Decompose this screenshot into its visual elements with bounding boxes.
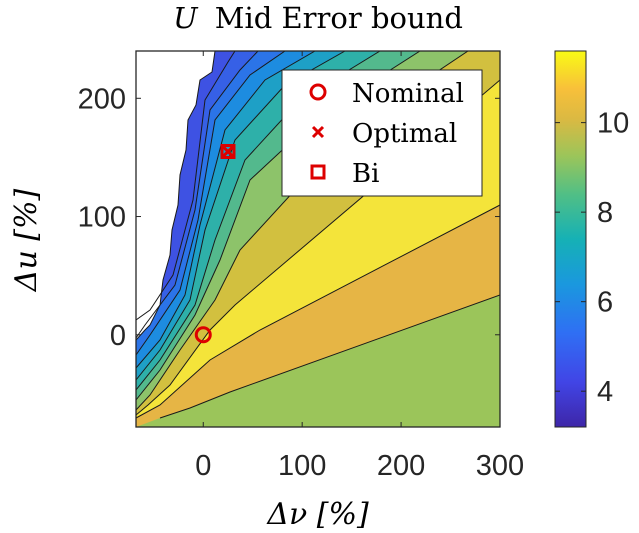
x-axis-ticks: 0 100 200 300 <box>195 51 524 482</box>
colorbar-tick-label: 10 <box>597 108 629 140</box>
contour-line-1 <box>159 294 500 419</box>
y-tick-label: 100 <box>78 202 126 234</box>
data-markers <box>194 144 236 344</box>
x-tick-label: 100 <box>278 450 326 482</box>
legend-bi-marker <box>310 164 326 180</box>
colorbar-tick-label: 8 <box>597 197 613 229</box>
x-tick-label: 300 <box>476 450 524 482</box>
y-tick-label: 0 <box>110 320 126 352</box>
contour-line-9 <box>136 51 286 356</box>
y-axis-ticks: 0 100 200 <box>78 83 500 352</box>
colorbar: 4 6 8 10 <box>554 50 629 428</box>
colorbar-tick-label: 6 <box>597 287 613 319</box>
legend-bi-label: Bi <box>352 159 379 189</box>
title-symbol: U <box>173 1 199 35</box>
colorbar-tick-label: 4 <box>597 376 613 408</box>
y-tick-label: 200 <box>78 83 126 115</box>
legend-optimal-label: Optimal <box>352 119 457 149</box>
colorbar-gradient <box>555 51 586 427</box>
contour-line-2 <box>136 204 500 419</box>
contour-line-8 <box>136 51 316 369</box>
x-tick-label: 200 <box>377 450 425 482</box>
title-text: Mid Error bound <box>215 1 463 35</box>
missing-data-region <box>136 51 215 340</box>
x-axis-label: Δν [%] <box>266 497 369 532</box>
contour-line-3 <box>136 79 500 416</box>
contour-line-11 <box>136 51 236 321</box>
y-axis-label: Δu [%] <box>9 188 44 292</box>
legend-items: Nominal Optimal Bi <box>309 79 464 189</box>
contour-line-10 <box>136 51 259 339</box>
contour-line-12 <box>136 51 216 341</box>
legend-nominal-label: Nominal <box>352 79 464 109</box>
legend-nominal-marker <box>309 83 327 101</box>
legend-optimal-marker <box>311 125 325 139</box>
legend: Nominal Optimal Bi <box>281 69 483 197</box>
plot-frame <box>135 50 501 428</box>
colorbar-ticks: 4 6 8 10 <box>555 108 629 408</box>
bi-marker <box>220 144 236 160</box>
x-tick-label: 0 <box>195 450 211 482</box>
nominal-marker <box>194 326 212 344</box>
optimal-marker <box>221 145 235 158</box>
chart-title: U Mid Error bound <box>173 1 463 35</box>
colorbar-frame <box>554 50 587 428</box>
